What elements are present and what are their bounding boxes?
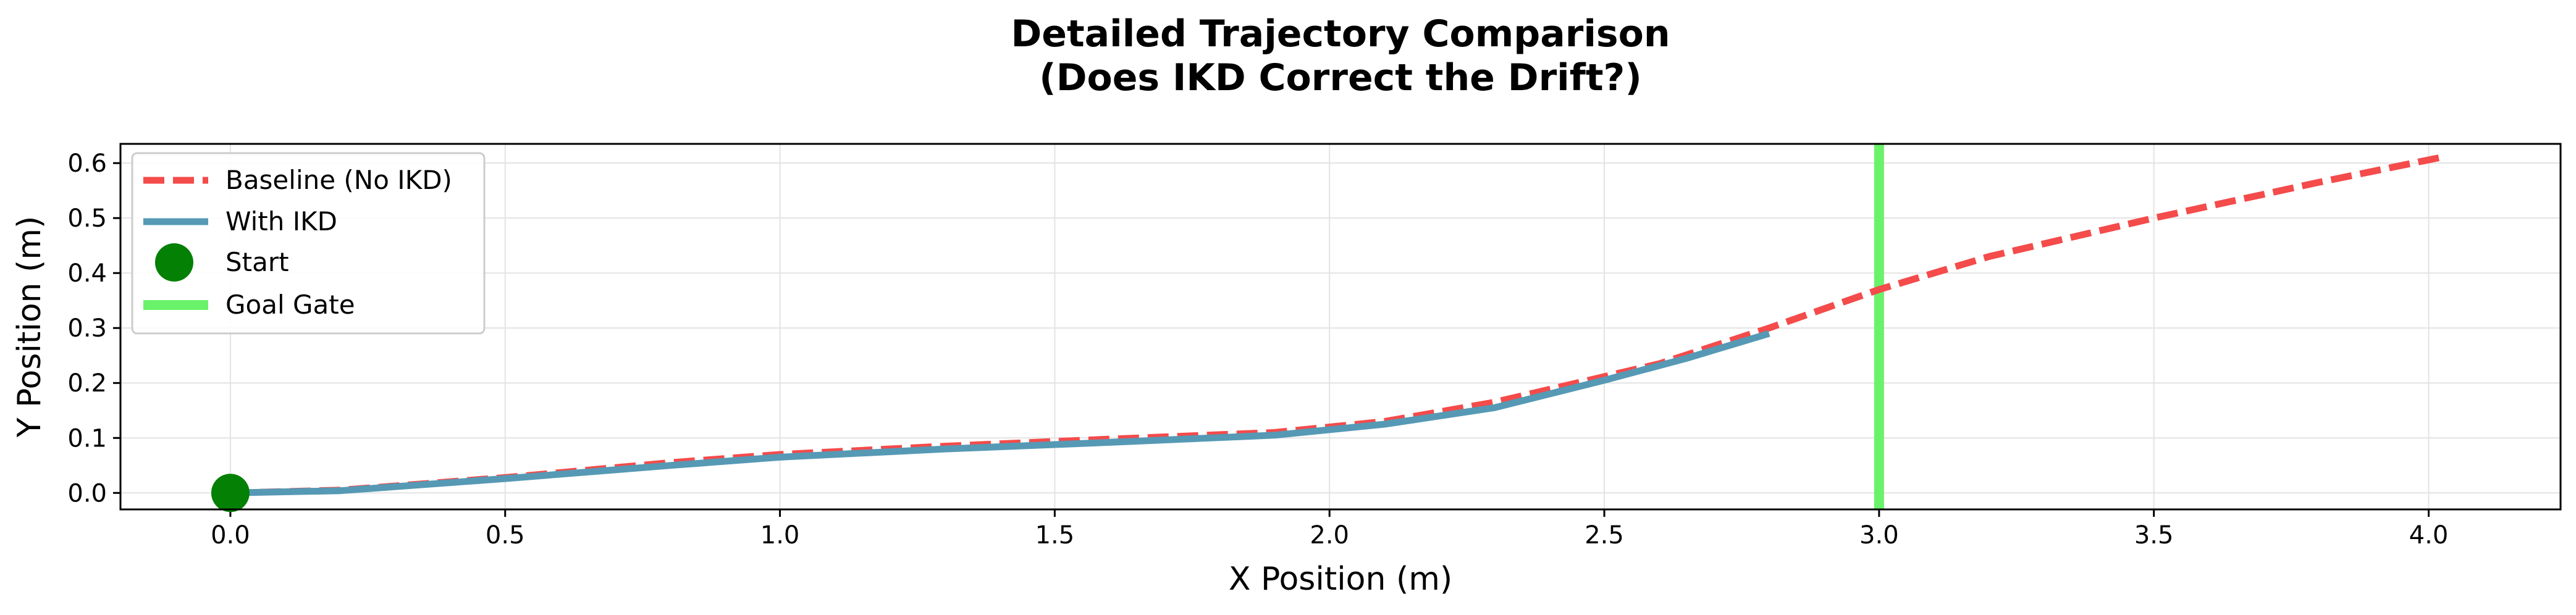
grid-lines (120, 144, 2561, 509)
y-tick-label: 0.4 (67, 259, 107, 288)
chart-title-line-2: (Does IKD Correct the Drift?) (1039, 56, 1641, 99)
start-marker (211, 474, 250, 512)
plot-area-frame (119, 143, 2562, 511)
y-axis-label: Y Position (m) (11, 216, 48, 438)
y-tick-label: 0.3 (67, 314, 107, 343)
x-tick-label: 3.0 (1859, 521, 1899, 550)
x-tick-label: 0.5 (486, 521, 525, 550)
x-tick-label: 4.0 (2409, 521, 2449, 550)
y-tick-label: 0.0 (67, 479, 107, 508)
x-tick-label: 2.0 (1310, 521, 1349, 550)
plot-marks (211, 144, 2441, 512)
x-tick-label: 3.5 (2134, 521, 2174, 550)
chart-title-line-1: Detailed Trajectory Comparison (1011, 12, 1670, 56)
legend-label-baseline: Baseline (No IKD) (225, 165, 452, 195)
y-tick-label: 0.6 (67, 149, 107, 178)
y-tick-label: 0.2 (67, 369, 107, 398)
y-tick-label: 0.5 (67, 204, 107, 233)
x-tick-label: 1.0 (760, 521, 800, 550)
series-line-baseline (230, 154, 2441, 496)
series-line-with-ikd (230, 330, 1770, 496)
x-tick-label: 2.5 (1585, 521, 1624, 550)
axis-ticks: 0.0 0.5 1.0 1.5 2.0 2.5 3.0 3.5 4.0 0.0 0.1 0.2 0.3 0… (67, 149, 2448, 550)
y-tick-label: 0.1 (67, 424, 107, 453)
legend-label-goal: Goal Gate (225, 290, 355, 320)
legend-label-ikd: With IKD (225, 206, 337, 236)
legend-box (131, 152, 486, 335)
x-axis-label: X Position (m) (1229, 561, 1452, 598)
x-tick-label: 0.0 (211, 521, 250, 550)
legend: Baseline (No IKD) With IKD Start Goal Ga… (131, 152, 486, 335)
x-tick-label: 1.5 (1035, 521, 1075, 550)
legend-label-start: Start (225, 247, 289, 277)
legend-swatch-start (155, 243, 193, 282)
